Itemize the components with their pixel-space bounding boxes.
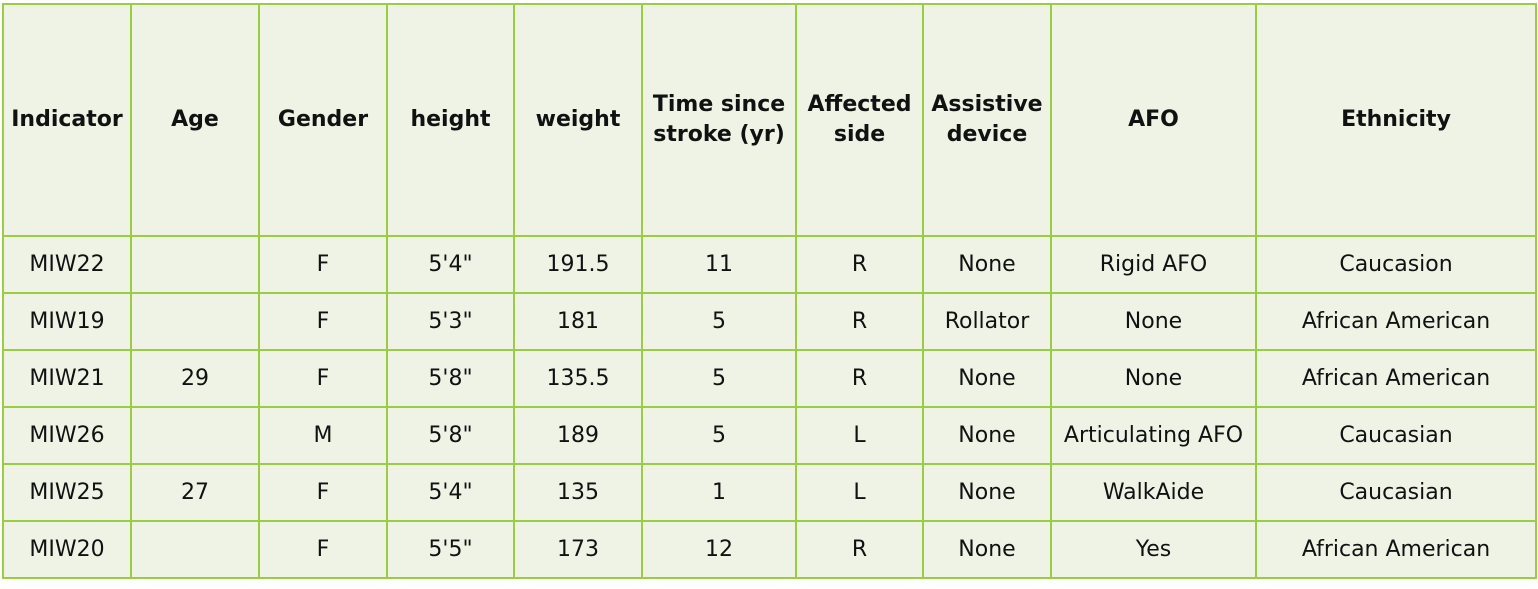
cell-assistive-device: Rollator	[922, 292, 1052, 351]
cell-indicator: MIW19	[2, 292, 132, 351]
cell-time-since-stroke: 1	[641, 463, 797, 522]
column-header-height: height	[386, 3, 515, 237]
column-header-afo: AFO	[1050, 3, 1257, 237]
cell-ethnicity: Caucasian	[1255, 406, 1537, 465]
cell-assistive-device: None	[922, 349, 1052, 408]
column-header-assistive-device: Assistive device	[922, 3, 1052, 237]
cell-affected-side: L	[795, 463, 924, 522]
cell-gender: F	[258, 520, 388, 579]
column-header-gender: Gender	[258, 3, 388, 237]
cell-indicator: MIW21	[2, 349, 132, 408]
cell-age: 29	[130, 349, 260, 408]
cell-afo: Rigid AFO	[1050, 235, 1257, 294]
cell-age	[130, 292, 260, 351]
cell-ethnicity: Caucasian	[1255, 463, 1537, 522]
cell-ethnicity: African American	[1255, 520, 1537, 579]
cell-weight: 189	[513, 406, 643, 465]
cell-affected-side: R	[795, 235, 924, 294]
cell-height: 5'8"	[386, 349, 515, 408]
cell-gender: F	[258, 235, 388, 294]
cell-gender: F	[258, 463, 388, 522]
cell-weight: 135	[513, 463, 643, 522]
cell-weight: 173	[513, 520, 643, 579]
cell-assistive-device: None	[922, 406, 1052, 465]
cell-affected-side: L	[795, 406, 924, 465]
cell-time-since-stroke: 11	[641, 235, 797, 294]
table-row: MIW25 27 F 5'4" 135 1 L None WalkAide Ca…	[2, 463, 1537, 522]
cell-affected-side: R	[795, 349, 924, 408]
cell-indicator: MIW20	[2, 520, 132, 579]
cell-weight: 135.5	[513, 349, 643, 408]
cell-assistive-device: None	[922, 235, 1052, 294]
cell-height: 5'3"	[386, 292, 515, 351]
participant-table: Indicator Age Gender height weight Time …	[2, 3, 1537, 579]
cell-weight: 191.5	[513, 235, 643, 294]
cell-time-since-stroke: 12	[641, 520, 797, 579]
cell-affected-side: R	[795, 520, 924, 579]
cell-height: 5'4"	[386, 463, 515, 522]
column-header-indicator: Indicator	[2, 3, 132, 237]
cell-age	[130, 520, 260, 579]
table-row: MIW26 M 5'8" 189 5 L None Articulating A…	[2, 406, 1537, 465]
table-row: MIW20 F 5'5" 173 12 R None Yes African A…	[2, 520, 1537, 579]
cell-gender: F	[258, 292, 388, 351]
cell-indicator: MIW25	[2, 463, 132, 522]
cell-gender: F	[258, 349, 388, 408]
cell-height: 5'5"	[386, 520, 515, 579]
cell-afo: None	[1050, 292, 1257, 351]
cell-ethnicity: African American	[1255, 349, 1537, 408]
cell-weight: 181	[513, 292, 643, 351]
column-header-time-since-stroke: Time since stroke (yr)	[641, 3, 797, 237]
cell-age: 27	[130, 463, 260, 522]
column-header-ethnicity: Ethnicity	[1255, 3, 1537, 237]
cell-afo: Yes	[1050, 520, 1257, 579]
cell-height: 5'8"	[386, 406, 515, 465]
cell-afo: WalkAide	[1050, 463, 1257, 522]
column-header-weight: weight	[513, 3, 643, 237]
header-row: Indicator Age Gender height weight Time …	[2, 3, 1537, 237]
column-header-age: Age	[130, 3, 260, 237]
cell-ethnicity: African American	[1255, 292, 1537, 351]
cell-indicator: MIW26	[2, 406, 132, 465]
cell-indicator: MIW22	[2, 235, 132, 294]
cell-assistive-device: None	[922, 520, 1052, 579]
cell-age	[130, 406, 260, 465]
column-header-affected-side: Affected side	[795, 3, 924, 237]
table-row: MIW21 29 F 5'8" 135.5 5 R None None Afri…	[2, 349, 1537, 408]
cell-time-since-stroke: 5	[641, 349, 797, 408]
cell-age	[130, 235, 260, 294]
cell-gender: M	[258, 406, 388, 465]
cell-ethnicity: Caucasion	[1255, 235, 1537, 294]
cell-height: 5'4"	[386, 235, 515, 294]
cell-afo: Articulating AFO	[1050, 406, 1257, 465]
table-row: MIW19 F 5'3" 181 5 R Rollator None Afric…	[2, 292, 1537, 351]
cell-affected-side: R	[795, 292, 924, 351]
cell-time-since-stroke: 5	[641, 406, 797, 465]
cell-time-since-stroke: 5	[641, 292, 797, 351]
table-row: MIW22 F 5'4" 191.5 11 R None Rigid AFO C…	[2, 235, 1537, 294]
cell-afo: None	[1050, 349, 1257, 408]
cell-assistive-device: None	[922, 463, 1052, 522]
